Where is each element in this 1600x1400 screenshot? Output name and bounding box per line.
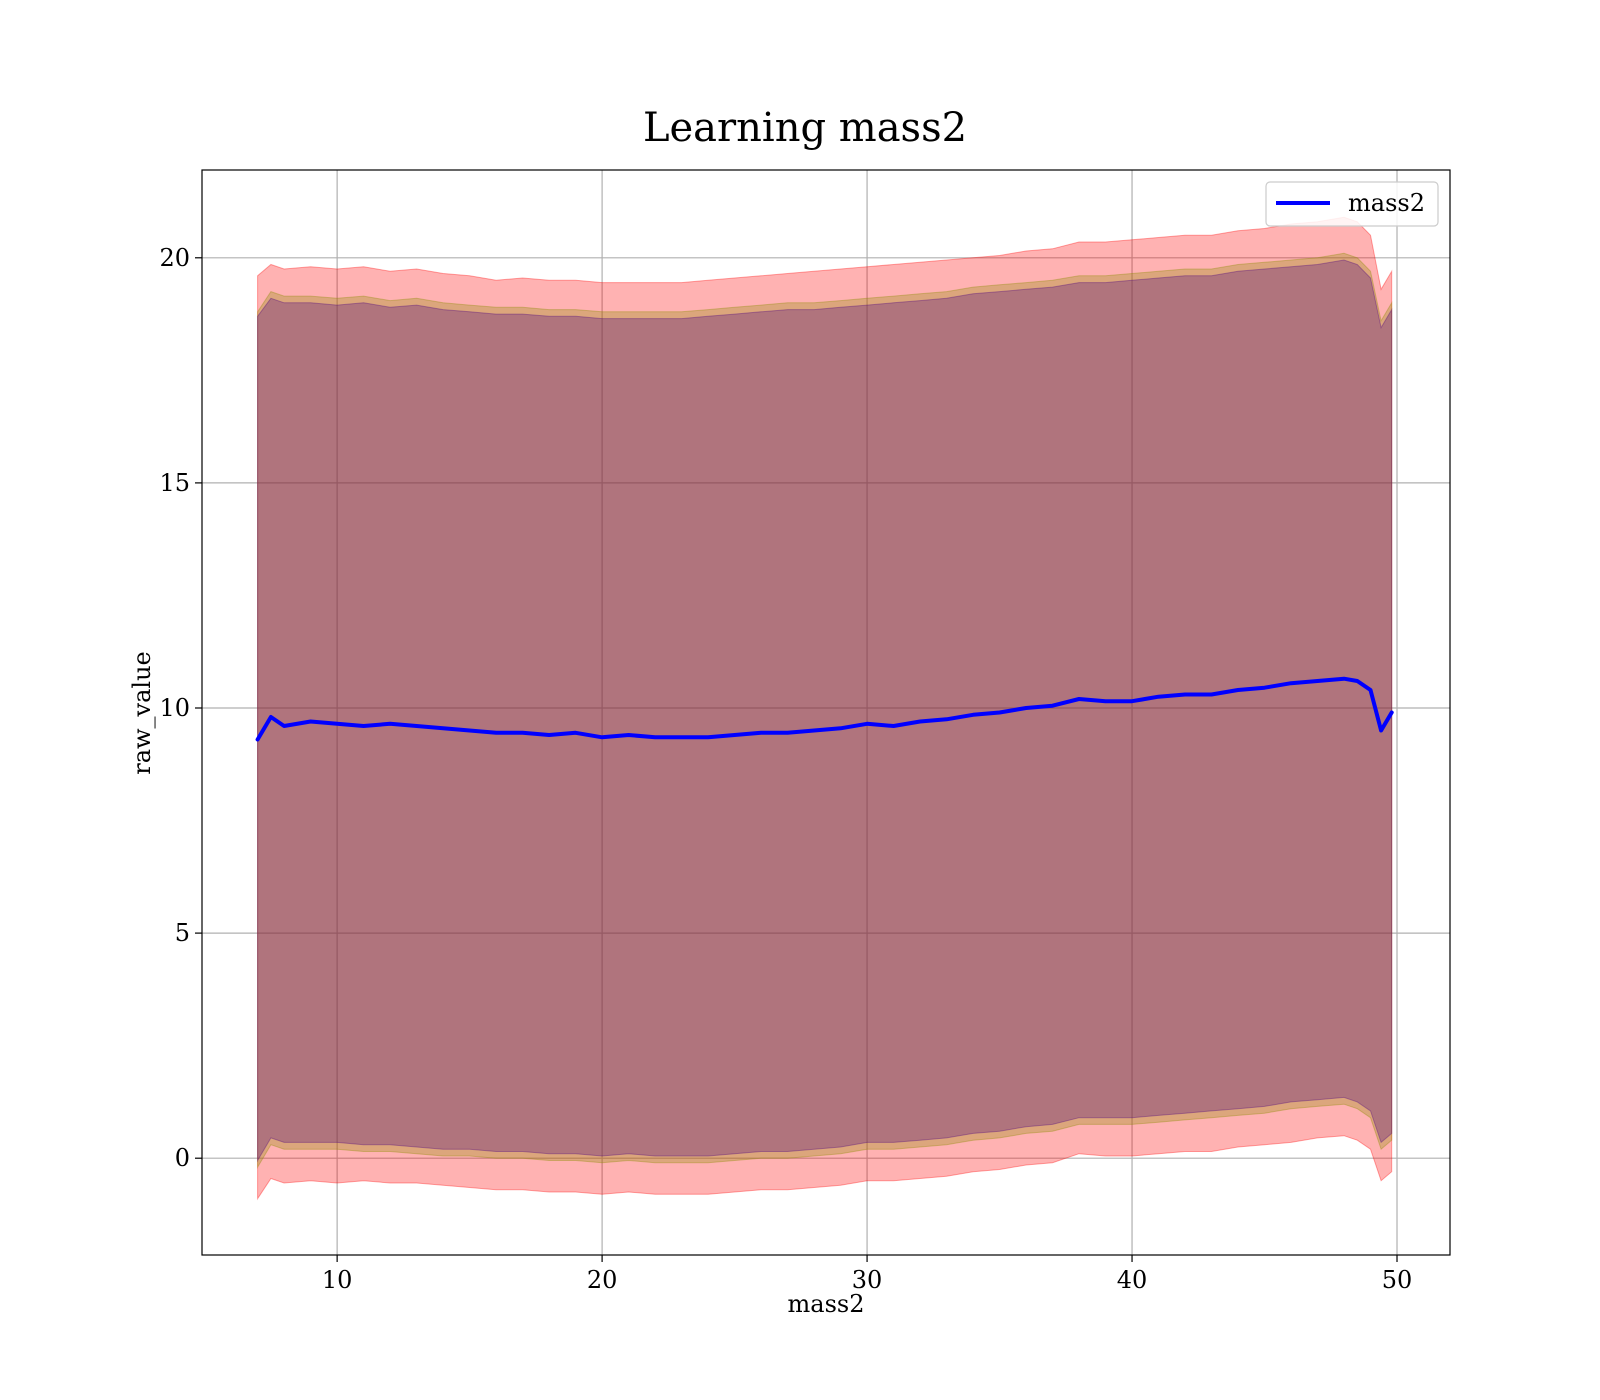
y-axis-label: raw_value (128, 651, 156, 775)
tick-layer: 10 20 30 40 50 0 5 10 15 20 (159, 244, 1412, 1294)
x-tick-label: 50 (1382, 1266, 1413, 1294)
legend-box (1265, 181, 1439, 227)
legend-label: mass2 (1348, 189, 1425, 217)
x-tick-label: 30 (852, 1266, 883, 1294)
y-tick-label: 0 (175, 1144, 190, 1172)
inner-band-area (257, 259, 1393, 1163)
x-tick-label: 10 (322, 1266, 353, 1294)
series-line-mass2 (255, 676, 1394, 742)
legend: mass2 (1265, 181, 1439, 227)
y-tick-label: 20 (159, 244, 190, 272)
y-tick-label: 10 (159, 694, 190, 722)
y-tick-label: 5 (175, 919, 190, 947)
x-axis-label: mass2 (788, 1290, 865, 1318)
line-layer (255, 676, 1394, 742)
outer-band-area (257, 216, 1393, 1201)
band-layer (257, 216, 1393, 1201)
plot-frame (201, 169, 1451, 1256)
x-tick-label: 20 (587, 1266, 618, 1294)
grid-layer (202, 170, 1450, 1255)
x-tick-label: 40 (1117, 1266, 1148, 1294)
y-tick-label: 15 (159, 469, 190, 497)
middle-band-area (257, 252, 1393, 1170)
chart-title: Learning mass2 (643, 105, 967, 151)
